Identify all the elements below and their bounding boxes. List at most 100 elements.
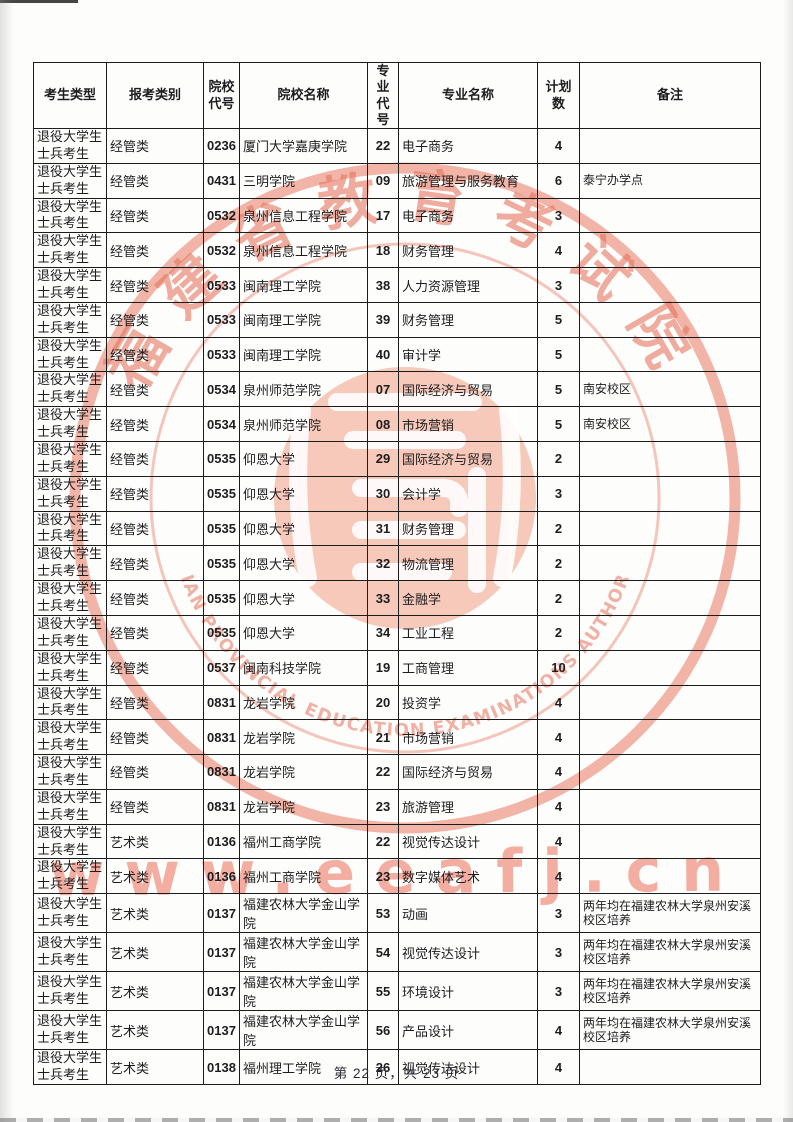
cell-major-name: 金融学	[398, 580, 538, 616]
cell-candidate-type: 退役大学生士兵考生	[33, 932, 107, 973]
cell-major-code: 21	[367, 719, 399, 756]
table-row: 退役大学生士兵考生 经管类 0535 仰恩大学 34 工业工程 2	[33, 614, 761, 651]
cell-remark	[579, 267, 761, 303]
cell-category: 经管类	[106, 232, 204, 269]
cell-candidate-type: 退役大学生士兵考生	[33, 719, 107, 756]
cell-plan-count: 4	[537, 754, 580, 790]
cell-major-code: 30	[367, 475, 399, 512]
cell-candidate-type: 退役大学生士兵考生	[33, 614, 107, 651]
cell-plan-count: 4	[537, 684, 580, 721]
cell-major-code: 22	[367, 128, 399, 164]
cell-remark	[579, 510, 761, 547]
cell-remark	[579, 823, 761, 860]
table-row: 退役大学生士兵考生 艺术类 0137 福建农林大学金山学院 53 动画 3 两年均在福建农林大…	[33, 893, 761, 934]
cell-college-name: 泉州师范学院	[239, 406, 368, 443]
cell-category: 艺术类	[106, 823, 204, 860]
cell-college-name: 龙岩学院	[239, 684, 368, 721]
table-row: 退役大学生士兵考生 经管类 0534 泉州师范学院 07 国际经济与贸易 5 南安校区	[33, 371, 761, 408]
table-row: 退役大学生士兵考生 经管类 0535 仰恩大学 32 物流管理 2	[33, 545, 761, 582]
cell-remark	[579, 232, 761, 269]
cell-remark: 两年均在福建农林大学泉州安溪校区培养	[579, 932, 761, 973]
cell-candidate-type: 退役大学生士兵考生	[33, 823, 107, 860]
cell-plan-count: 3	[537, 475, 580, 512]
cell-plan-count: 6	[537, 162, 580, 199]
header-college-code: 院校 代号	[203, 62, 240, 129]
cell-college-name: 福州理工学院	[239, 1049, 368, 1085]
cell-college-code: 0534	[203, 406, 240, 443]
cell-category: 经管类	[106, 754, 204, 790]
cell-category: 经管类	[106, 301, 204, 338]
plan-table-body: 退役大学生士兵考生 经管类 0236 厦门大学嘉庚学院 22 电子商务 4 退役大学生士兵考生…	[33, 128, 761, 1085]
cell-plan-count: 4	[537, 1049, 580, 1085]
cell-college-code: 0831	[203, 719, 240, 756]
cell-major-code: 26	[367, 1049, 399, 1085]
cell-category: 经管类	[106, 614, 204, 651]
cell-plan-count: 3	[537, 893, 580, 934]
cell-candidate-type: 退役大学生士兵考生	[33, 406, 107, 443]
cell-major-code: 34	[367, 614, 399, 651]
cell-category: 经管类	[106, 475, 204, 512]
cell-major-code: 33	[367, 580, 399, 616]
cell-college-name: 泉州信息工程学院	[239, 197, 368, 234]
cell-college-name: 仰恩大学	[239, 510, 368, 547]
cell-college-code: 0535	[203, 614, 240, 651]
header-plan-count: 计划 数	[537, 62, 580, 129]
header-candidate-type: 考生类型	[33, 62, 107, 129]
cell-candidate-type: 退役大学生士兵考生	[33, 1049, 107, 1085]
cell-major-name: 财务管理	[398, 301, 538, 338]
cell-college-code: 0535	[203, 510, 240, 547]
cell-college-code: 0137	[203, 893, 240, 934]
cell-major-name: 市场营销	[398, 406, 538, 443]
cell-college-name: 龙岩学院	[239, 754, 368, 790]
cell-college-name: 泉州信息工程学院	[239, 232, 368, 269]
table-row: 退役大学生士兵考生 经管类 0537 闽南科技学院 19 工商管理 10	[33, 649, 761, 686]
cell-college-name: 福建农林大学金山学院	[239, 932, 368, 973]
cell-candidate-type: 退役大学生士兵考生	[33, 649, 107, 686]
cell-major-name: 人力资源管理	[398, 267, 538, 303]
table-row: 退役大学生士兵考生 经管类 0534 泉州师范学院 08 市场营销 5 南安校区	[33, 406, 761, 443]
table-row: 退役大学生士兵考生 经管类 0532 泉州信息工程学院 18 财务管理 4	[33, 232, 761, 269]
cell-plan-count: 2	[537, 510, 580, 547]
cell-college-code: 0137	[203, 932, 240, 973]
admission-plan-table: 考生类型 报考类别 院校 代号 院校名称 专业 代号 专业名称 计划 数 备注 …	[33, 62, 761, 1085]
cell-category: 经管类	[106, 406, 204, 443]
cell-college-code: 0431	[203, 162, 240, 199]
cell-candidate-type: 退役大学生士兵考生	[33, 510, 107, 547]
cell-category: 艺术类	[106, 1049, 204, 1085]
cell-major-code: 53	[367, 893, 399, 934]
cell-major-name: 电子商务	[398, 197, 538, 234]
cell-major-code: 32	[367, 545, 399, 582]
cell-category: 经管类	[106, 441, 204, 477]
cell-major-name: 财务管理	[398, 232, 538, 269]
cell-major-name: 环境设计	[398, 971, 538, 1012]
cell-remark	[579, 858, 761, 895]
table-row: 退役大学生士兵考生 艺术类 0138 福州理工学院 26 视觉传达设计 4	[33, 1049, 761, 1085]
cell-remark: 两年均在福建农林大学泉州安溪校区培养	[579, 893, 761, 934]
cell-college-code: 0136	[203, 858, 240, 895]
cell-candidate-type: 退役大学生士兵考生	[33, 893, 107, 934]
cell-major-code: 20	[367, 684, 399, 721]
cell-college-name: 福建农林大学金山学院	[239, 971, 368, 1012]
cell-college-name: 闽南理工学院	[239, 301, 368, 338]
cell-major-code: 23	[367, 788, 399, 825]
cell-remark	[579, 649, 761, 686]
cell-category: 经管类	[106, 510, 204, 547]
cell-plan-count: 2	[537, 545, 580, 582]
table-row: 退役大学生士兵考生 经管类 0431 三明学院 09 旅游管理与服务教育 6 泰宁办学点	[33, 162, 761, 199]
scan-artifact-bottom-edge	[0, 1118, 793, 1122]
cell-college-name: 厦门大学嘉庚学院	[239, 128, 368, 164]
cell-remark: 两年均在福建农林大学泉州安溪校区培养	[579, 1010, 761, 1051]
cell-remark	[579, 475, 761, 512]
cell-college-code: 0831	[203, 788, 240, 825]
cell-plan-count: 2	[537, 580, 580, 616]
cell-remark	[579, 128, 761, 164]
cell-category: 艺术类	[106, 932, 204, 973]
scan-artifact-right-edge	[783, 0, 793, 1122]
cell-candidate-type: 退役大学生士兵考生	[33, 475, 107, 512]
cell-major-name: 审计学	[398, 336, 538, 373]
cell-college-code: 0831	[203, 684, 240, 721]
scan-artifact-left-edge	[0, 0, 14, 1122]
cell-plan-count: 5	[537, 371, 580, 408]
cell-major-code: 55	[367, 971, 399, 1012]
